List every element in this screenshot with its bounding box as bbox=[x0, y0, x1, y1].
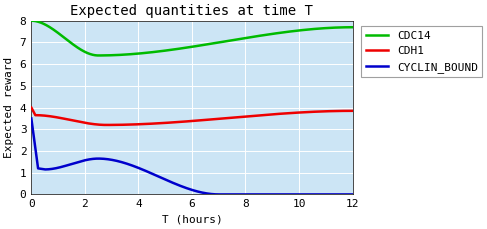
CDH1 bbox=[340, 109, 346, 112]
CYCLIN_BOUND bbox=[216, 193, 222, 196]
CDH1 bbox=[281, 112, 287, 115]
CDC14 bbox=[281, 31, 287, 34]
CDC14 bbox=[185, 46, 190, 49]
CDC14 bbox=[28, 19, 34, 22]
CYCLIN_BOUND bbox=[350, 193, 356, 196]
CDC14 bbox=[340, 26, 346, 29]
CDH1 bbox=[350, 109, 356, 112]
CYCLIN_BOUND bbox=[185, 187, 190, 190]
CDH1 bbox=[28, 106, 34, 109]
CDC14 bbox=[45, 25, 51, 27]
CYCLIN_BOUND bbox=[45, 168, 51, 171]
CYCLIN_BOUND bbox=[340, 193, 346, 196]
CDC14 bbox=[340, 26, 346, 29]
Legend: CDC14, CDH1, CYCLIN_BOUND: CDC14, CDH1, CYCLIN_BOUND bbox=[361, 26, 482, 77]
CDH1 bbox=[340, 109, 346, 112]
CDC14 bbox=[95, 54, 101, 57]
CYCLIN_BOUND bbox=[340, 193, 346, 196]
CDC14 bbox=[176, 47, 182, 50]
CYCLIN_BOUND bbox=[281, 193, 287, 196]
X-axis label: T (hours): T (hours) bbox=[162, 215, 222, 225]
Line: CDC14: CDC14 bbox=[31, 21, 353, 55]
Title: Expected quantities at time T: Expected quantities at time T bbox=[71, 4, 313, 18]
Line: CYCLIN_BOUND: CYCLIN_BOUND bbox=[31, 118, 353, 194]
CDH1 bbox=[176, 121, 182, 123]
CYCLIN_BOUND bbox=[28, 117, 34, 120]
CDH1 bbox=[185, 120, 190, 123]
CDH1 bbox=[103, 124, 109, 126]
CDC14 bbox=[350, 26, 356, 29]
Y-axis label: Expected reward: Expected reward bbox=[4, 57, 14, 158]
CDH1 bbox=[45, 114, 51, 117]
CYCLIN_BOUND bbox=[176, 184, 182, 187]
Line: CDH1: CDH1 bbox=[31, 108, 353, 125]
